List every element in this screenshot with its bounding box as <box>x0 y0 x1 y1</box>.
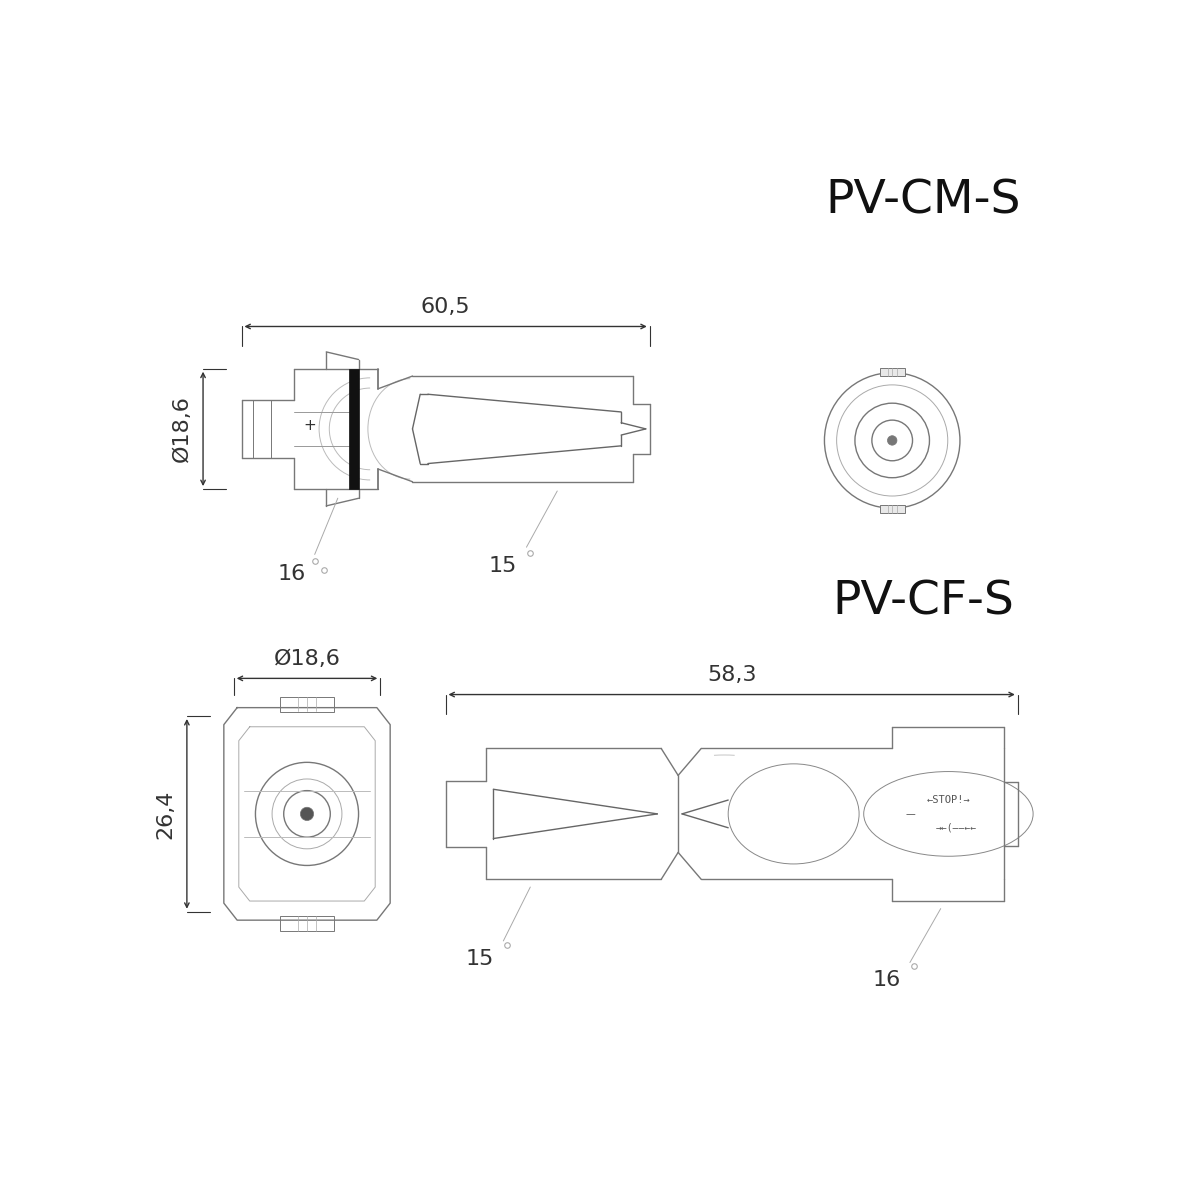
Text: PV-CM-S: PV-CM-S <box>826 179 1021 223</box>
Text: 15: 15 <box>466 949 494 968</box>
Text: Ø18,6: Ø18,6 <box>172 396 192 462</box>
Text: 58,3: 58,3 <box>707 665 756 685</box>
Text: 16: 16 <box>872 971 901 990</box>
Text: +: + <box>304 418 317 432</box>
Bar <box>880 505 905 512</box>
Bar <box>880 368 905 376</box>
Circle shape <box>300 808 313 821</box>
Bar <box>280 697 334 713</box>
Text: 16: 16 <box>277 564 306 583</box>
Bar <box>348 368 359 488</box>
Bar <box>280 916 334 931</box>
Text: —: — <box>905 809 914 818</box>
Text: PV-CF-S: PV-CF-S <box>832 580 1014 624</box>
Text: 26,4: 26,4 <box>155 790 175 839</box>
Text: →←(——←←: →←(——←← <box>936 823 977 833</box>
Text: 15: 15 <box>488 557 517 576</box>
Text: ←STOP!→: ←STOP!→ <box>926 796 971 805</box>
Text: 60,5: 60,5 <box>421 298 470 317</box>
Text: Ø18,6: Ø18,6 <box>274 649 341 670</box>
Circle shape <box>888 436 896 445</box>
